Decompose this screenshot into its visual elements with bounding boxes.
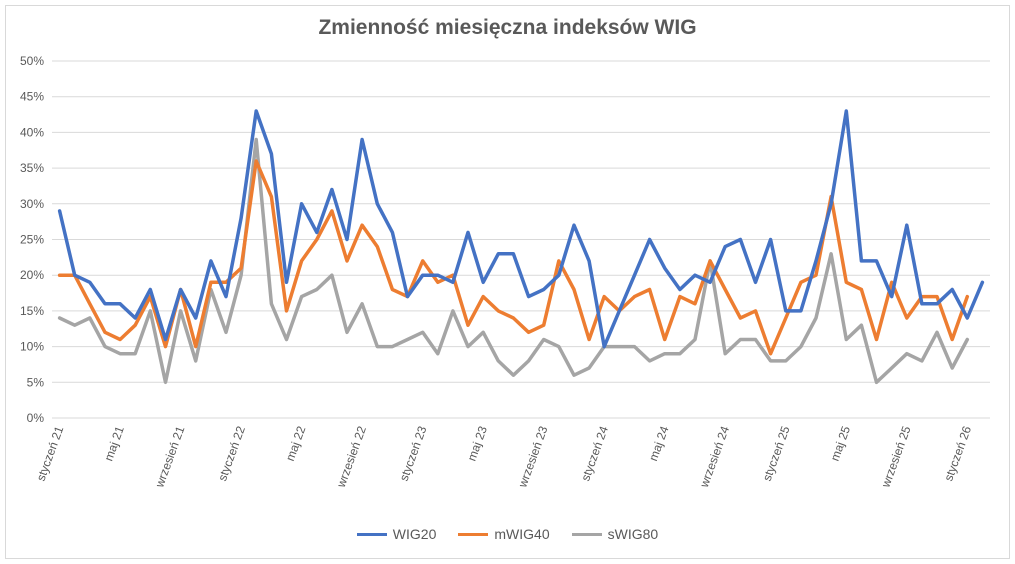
y-tick-label: 20% [20, 268, 44, 282]
series-lines [57, 109, 985, 385]
y-tick-label: 50% [20, 54, 44, 68]
legend-swatch [571, 532, 602, 536]
y-tick-label: 15% [20, 304, 44, 318]
series-line [57, 109, 985, 349]
y-tick-label: 25% [20, 233, 44, 247]
y-tick-label: 35% [20, 161, 44, 175]
x-tick-label: styczeń 22 [215, 424, 248, 483]
y-axis-tick-labels: 0% 5% 10% 15% 20% 25% 30% 35% 40% 45% 50% [20, 54, 44, 425]
grid-lines [52, 60, 990, 419]
chart-title: Zmienność miesięczna indeksów WIG [318, 16, 697, 39]
series-wig20 [57, 109, 985, 349]
x-tick-label: wrzesień 24 [697, 424, 733, 490]
x-tick-label: styczeń 25 [760, 424, 793, 483]
legend-item-swig80: sWIG80 [571, 526, 659, 542]
legend-item-mwig40: mWIG40 [458, 526, 550, 542]
y-tick-label: 30% [20, 197, 44, 211]
y-tick-label: 5% [27, 375, 45, 389]
legend-swatch [458, 532, 489, 536]
legend-item-wig20: WIG20 [356, 526, 437, 542]
y-tick-label: 0% [27, 411, 45, 425]
legend: WIG20 mWIG40 sWIG80 [0, 526, 1015, 542]
x-tick-label: maj 21 [101, 424, 127, 463]
legend-label: sWIG80 [607, 526, 659, 542]
x-tick-label: styczeń 23 [397, 424, 430, 483]
x-tick-label: wrzesień 23 [515, 424, 551, 490]
x-axis-tick-labels: styczeń 21 maj 21 wrzesień 21 styczeń 22 maj… [34, 424, 975, 490]
x-tick-label: maj 23 [465, 424, 491, 463]
x-tick-label: wrzesień 22 [334, 424, 370, 490]
chart-frame [5, 5, 1010, 559]
x-tick-label: maj 22 [283, 424, 309, 463]
x-tick-label: styczeń 26 [941, 424, 974, 483]
x-tick-label: wrzesień 21 [152, 424, 188, 490]
y-tick-label: 40% [20, 125, 44, 139]
legend-label: mWIG40 [494, 526, 550, 542]
x-tick-label: wrzesień 25 [878, 424, 914, 490]
y-tick-label: 45% [20, 90, 44, 104]
x-tick-label: styczeń 21 [34, 424, 67, 483]
x-tick-label: maj 24 [646, 424, 672, 463]
legend-label: WIG20 [392, 526, 437, 542]
x-tick-label: maj 25 [828, 424, 854, 463]
x-tick-label: styczeń 24 [578, 424, 611, 483]
legend-swatch [356, 532, 387, 536]
y-tick-label: 10% [20, 340, 44, 354]
